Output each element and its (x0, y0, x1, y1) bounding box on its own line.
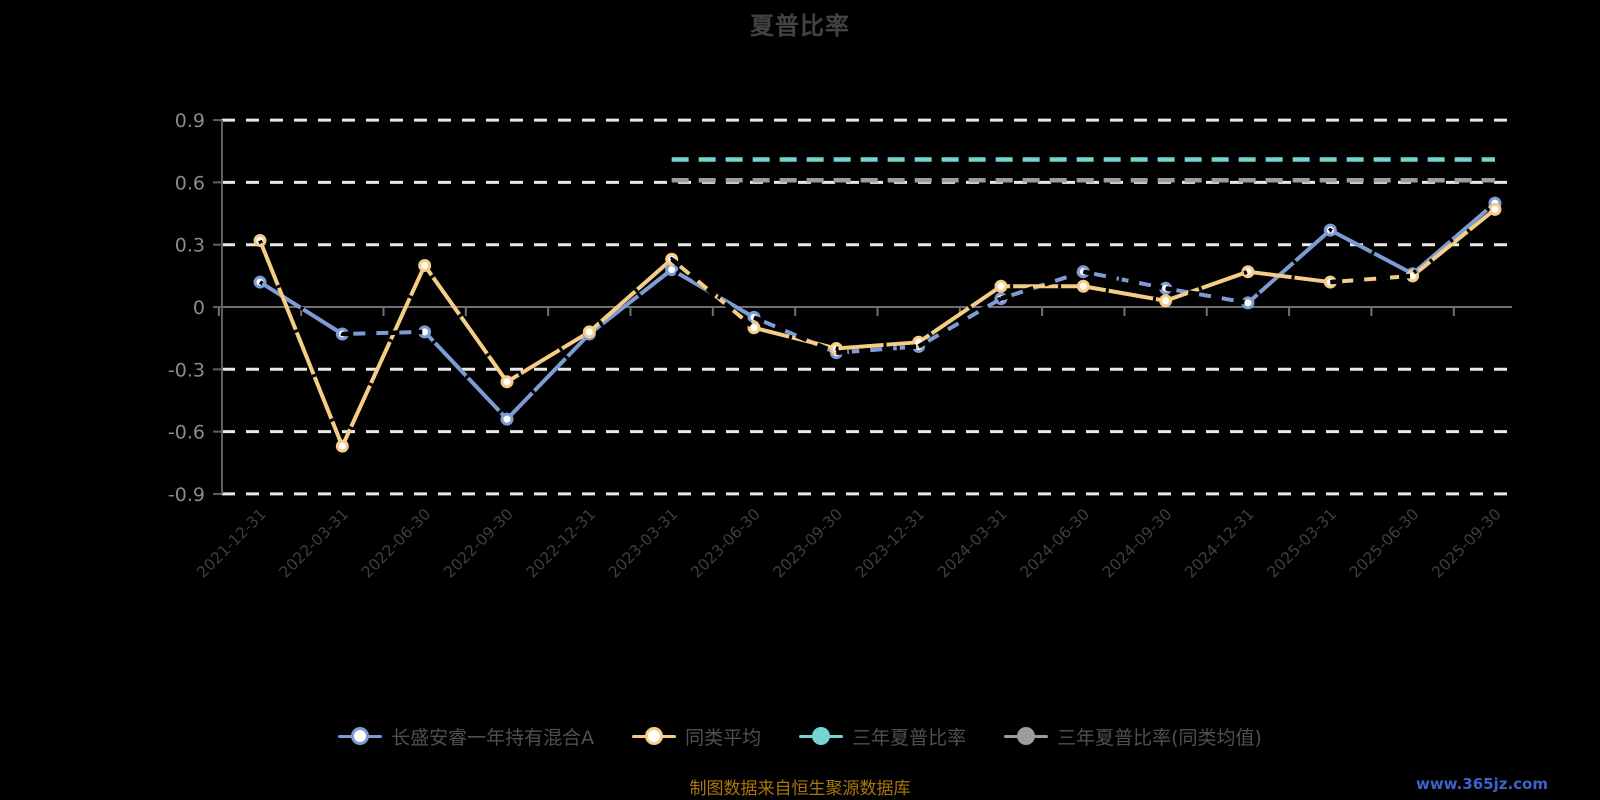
dash-overlay-segment (917, 296, 1003, 349)
x-axis-label: 2025-03-31 (1264, 505, 1340, 581)
x-axis-label: 2024-12-31 (1181, 505, 1257, 581)
data-source-note: 制图数据来自恒生聚源数据库 (689, 779, 911, 799)
legend-item-4[interactable]: 三年夏普比率(同类均值) (1004, 723, 1262, 750)
legend-item-1[interactable]: 长盛安睿一年持有混合A (338, 723, 594, 750)
data-point-marker (582, 325, 596, 339)
legend-marker-icon (632, 726, 677, 746)
x-axis-label: 2023-09-30 (770, 505, 846, 581)
x-axis-label: 2024-06-30 (1017, 505, 1093, 581)
legend-marker-icon (1004, 726, 1049, 746)
y-axis-label: -0.9 (168, 484, 205, 506)
series-line (258, 201, 1497, 422)
data-point-marker (994, 279, 1008, 293)
legend-item-2[interactable]: 同类平均 (632, 723, 761, 750)
x-axis-label: 2023-06-30 (687, 505, 763, 581)
legend-label: 长盛安睿一年持有混合A (391, 726, 595, 749)
data-point-marker (335, 439, 349, 453)
x-axis-label: 2025-06-30 (1346, 505, 1422, 581)
x-axis-label: 2022-12-31 (523, 505, 599, 581)
y-axis-label: -0.6 (168, 422, 205, 444)
data-point-marker (418, 258, 432, 272)
x-axis-label: 2023-03-31 (605, 505, 681, 581)
data-point-marker (665, 263, 679, 277)
y-axis-label: 0.3 (175, 235, 205, 257)
x-axis-label: 2022-09-30 (440, 505, 516, 581)
legend: 长盛安睿一年持有混合A 同类平均 三年夏普比率 三年夏普比率(同类均值) (0, 718, 1600, 754)
data-point-marker (747, 321, 761, 335)
legend-item-3[interactable]: 三年夏普比率 (799, 723, 966, 750)
y-axis-label: 0 (193, 297, 205, 319)
dash-overlay-segment (1000, 269, 1085, 301)
dash-overlay-segment (753, 315, 838, 355)
dash-overlay-segment (1082, 269, 1167, 291)
legend-label: 三年夏普比率(同类均值) (1057, 726, 1262, 749)
series-line (258, 207, 1497, 449)
y-axis-label: 0.9 (175, 110, 205, 132)
watermark-link[interactable]: www.365jz.com (1415, 775, 1548, 793)
legend-marker-icon (338, 726, 383, 746)
x-axis-label: 2024-03-31 (934, 505, 1010, 581)
legend-label: 三年夏普比率 (852, 726, 967, 749)
data-point-marker (1076, 279, 1090, 293)
x-axis-label: 2021-12-31 (193, 505, 269, 581)
legend-label: 同类平均 (685, 726, 762, 749)
y-axis-label: 0.6 (175, 172, 205, 194)
chart-title: 夏普比率 (750, 12, 850, 40)
dash-overlay-segment (670, 257, 756, 330)
x-axis-label: 2025-09-30 (1428, 505, 1504, 581)
legend-marker-icon (799, 726, 844, 746)
dash-overlay-segment (1165, 286, 1249, 306)
x-axis-label: 2024-09-30 (1099, 505, 1175, 581)
x-axis-label: 2022-03-31 (276, 505, 352, 581)
x-axis-label: 2023-12-31 (852, 505, 928, 581)
data-point-marker (1488, 202, 1502, 216)
x-axis-label: 2022-06-30 (358, 505, 434, 581)
data-point-marker (1159, 294, 1173, 308)
y-axis-label: -0.3 (168, 359, 205, 381)
data-point-marker (500, 412, 514, 426)
data-point-marker (500, 375, 514, 389)
